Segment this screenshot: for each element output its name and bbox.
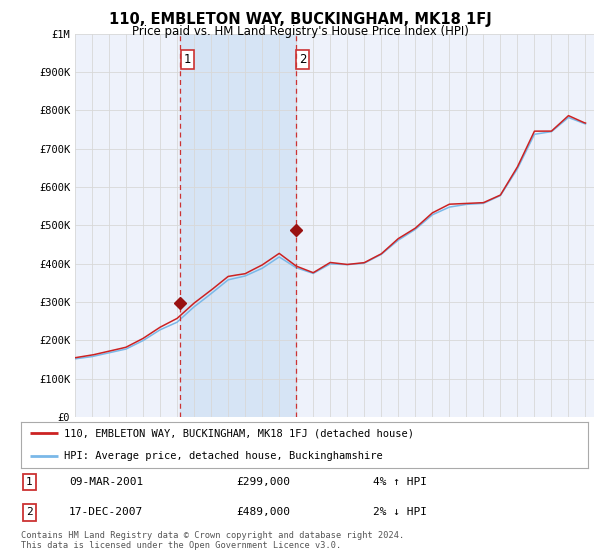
Text: 110, EMBLETON WAY, BUCKINGHAM, MK18 1FJ (detached house): 110, EMBLETON WAY, BUCKINGHAM, MK18 1FJ … (64, 428, 413, 438)
Text: 2: 2 (299, 53, 307, 66)
Text: 2: 2 (26, 507, 33, 517)
Text: 1: 1 (26, 477, 33, 487)
Text: £299,000: £299,000 (236, 477, 290, 487)
Text: Contains HM Land Registry data © Crown copyright and database right 2024.
This d: Contains HM Land Registry data © Crown c… (21, 531, 404, 550)
Text: 110, EMBLETON WAY, BUCKINGHAM, MK18 1FJ: 110, EMBLETON WAY, BUCKINGHAM, MK18 1FJ (109, 12, 491, 27)
Text: 09-MAR-2001: 09-MAR-2001 (69, 477, 143, 487)
Text: 2% ↓ HPI: 2% ↓ HPI (373, 507, 427, 517)
Bar (181, 34, 296, 417)
Text: £489,000: £489,000 (236, 507, 290, 517)
Text: Price paid vs. HM Land Registry's House Price Index (HPI): Price paid vs. HM Land Registry's House … (131, 25, 469, 38)
Text: 4% ↑ HPI: 4% ↑ HPI (373, 477, 427, 487)
Text: HPI: Average price, detached house, Buckinghamshire: HPI: Average price, detached house, Buck… (64, 451, 382, 461)
Text: 1: 1 (184, 53, 191, 66)
Text: 17-DEC-2007: 17-DEC-2007 (69, 507, 143, 517)
